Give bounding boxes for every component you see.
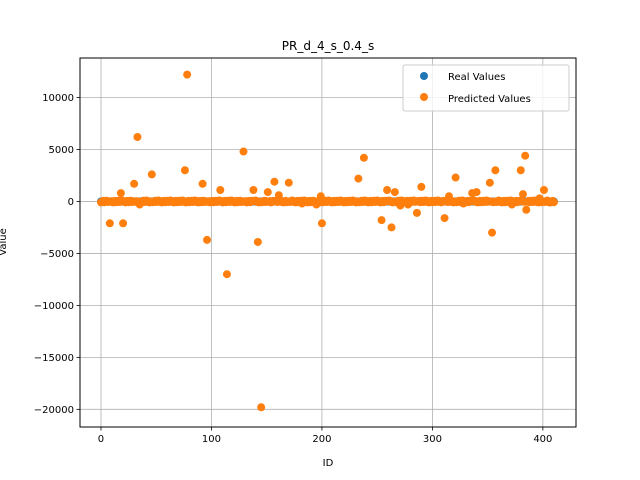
predicted-value-point bbox=[412, 208, 421, 217]
legend-label-real: Real Values bbox=[448, 72, 505, 83]
predicted-value-point bbox=[239, 147, 248, 156]
grid-lines bbox=[80, 58, 576, 427]
x-axis-label: ID bbox=[323, 458, 334, 469]
chart-title: PR_d_4_s_0.4_s bbox=[282, 39, 374, 53]
predicted-value-point bbox=[390, 188, 399, 197]
predicted-value-point bbox=[203, 235, 212, 244]
predicted-value-point bbox=[222, 270, 231, 279]
x-tick-label: 100 bbox=[202, 434, 221, 445]
predicted-value-point bbox=[147, 170, 156, 179]
predicted-value-point bbox=[216, 186, 225, 195]
predicted-value-point bbox=[133, 132, 142, 141]
legend-marker-predicted bbox=[420, 93, 428, 101]
legend-marker-real bbox=[420, 72, 428, 80]
predicted-value-point bbox=[383, 186, 392, 195]
y-axis-label: Value bbox=[0, 228, 9, 255]
predicted-value-point bbox=[354, 174, 363, 183]
x-tick-label: 300 bbox=[423, 434, 442, 445]
predicted-value-point bbox=[249, 186, 258, 195]
legend-label-predicted: Predicted Values bbox=[448, 94, 531, 105]
predicted-value-point bbox=[521, 151, 530, 160]
y-tick-label: 10000 bbox=[42, 93, 74, 104]
predicted-value-point bbox=[198, 179, 207, 188]
predicted-value-point bbox=[257, 403, 266, 412]
predicted-value-point bbox=[105, 219, 114, 228]
predicted-value-point bbox=[263, 188, 272, 197]
x-tick-label: 0 bbox=[98, 434, 104, 445]
predicted-value-point bbox=[488, 228, 497, 237]
y-tick-label: −15000 bbox=[34, 353, 74, 364]
predicted-value-point bbox=[119, 219, 128, 228]
x-tick-label: 200 bbox=[312, 434, 331, 445]
predicted-value-point bbox=[417, 182, 426, 191]
y-tick-label: −20000 bbox=[34, 405, 74, 416]
y-tick-label: −5000 bbox=[40, 249, 74, 260]
predicted-value-point bbox=[359, 153, 368, 162]
x-tick-label: 400 bbox=[533, 434, 552, 445]
legend: Real Values Predicted Values bbox=[402, 64, 570, 112]
y-tick-label: −10000 bbox=[34, 301, 74, 312]
predicted-value-point bbox=[116, 189, 125, 198]
predicted-value-point bbox=[317, 219, 326, 228]
predicted-value-point bbox=[549, 198, 558, 207]
y-tick-label: 0 bbox=[68, 197, 74, 208]
predicted-value-point bbox=[485, 178, 494, 187]
predicted-value-point bbox=[270, 177, 279, 186]
predicted-value-point bbox=[130, 179, 139, 188]
predicted-value-point bbox=[522, 205, 531, 214]
predicted-value-point bbox=[440, 214, 449, 223]
data-points bbox=[96, 70, 558, 412]
y-tick-label: 5000 bbox=[49, 145, 74, 156]
predicted-value-point bbox=[253, 237, 262, 246]
predicted-value-point bbox=[491, 166, 500, 175]
predicted-value-point bbox=[387, 223, 396, 232]
predicted-value-point bbox=[180, 166, 189, 175]
predicted-value-point bbox=[472, 188, 481, 197]
predicted-value-point bbox=[377, 216, 386, 225]
predicted-value-point bbox=[284, 178, 293, 187]
legend-box bbox=[402, 64, 570, 112]
predicted-value-point bbox=[183, 70, 192, 79]
axis-ticks: 0 100 200 300 400 −20000 −15000 −10000 −5000 0 500… bbox=[34, 93, 553, 445]
predicted-value-point bbox=[516, 166, 525, 175]
predicted-value-point bbox=[451, 173, 460, 182]
plot-area-frame bbox=[79, 57, 577, 428]
predicted-value-point bbox=[539, 186, 548, 195]
predicted-value-point bbox=[518, 190, 527, 199]
